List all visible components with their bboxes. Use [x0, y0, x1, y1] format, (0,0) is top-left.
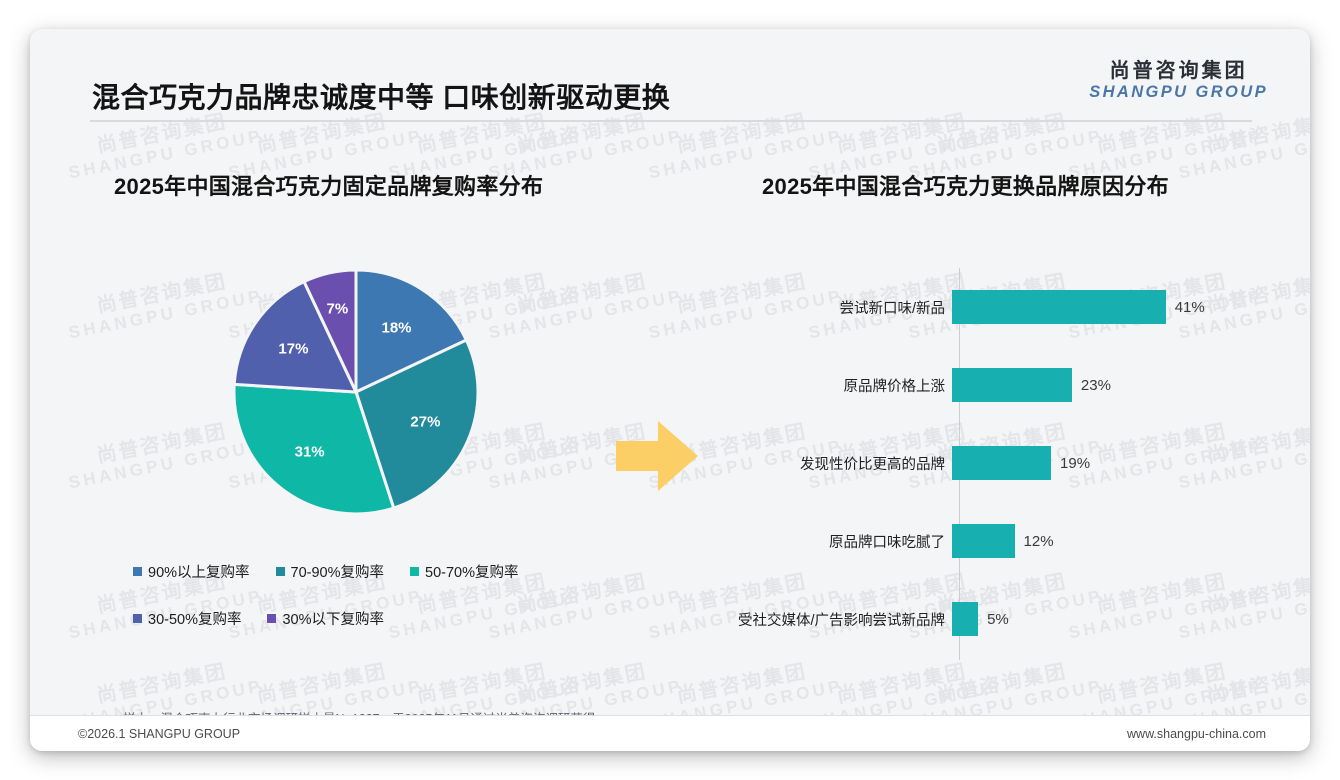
bar-chart-row: 原品牌口味吃腻了 12% — [730, 524, 1275, 558]
bar-fill[interactable] — [952, 602, 979, 636]
pie-slice-label: 27% — [410, 413, 441, 431]
footer-copyright: ©2026.1 SHANGPU GROUP — [78, 727, 241, 741]
pie-slice — [232, 382, 396, 516]
legend-swatch-icon — [410, 567, 420, 576]
pie-legend-item[interactable]: 90%以上复购率 — [133, 561, 250, 582]
bar-category-label: 原品牌口味吃腻了 — [829, 534, 945, 551]
bar-track: 12% — [952, 524, 1275, 558]
pie-legend-item[interactable]: 50-70%复购率 — [410, 561, 519, 582]
slide-card: 尚普咨询集团 SHANGPU GROUP 尚普咨询集团 SHANGPU GROUP 尚普… — [30, 29, 1310, 751]
pie-chart: 18% 27% 31% 17% 7% — [231, 267, 481, 517]
bar-chart-row: 发现性价比更高的品牌 19% — [730, 446, 1275, 480]
pie-slice-label: 7% — [326, 300, 349, 318]
bar-value-label: 5% — [987, 610, 1009, 628]
pie-legend-row: 30-50%复购率 30%以下复购率 — [133, 608, 603, 629]
pie-slice-label: 17% — [278, 340, 309, 358]
pie-slice-label: 31% — [294, 443, 325, 461]
pie-legend-item[interactable]: 30%以下复购率 — [267, 608, 384, 629]
pie-legend-label: 70-90%复购率 — [290, 565, 385, 581]
pie-chart-title: 2025年中国混合巧克力固定品牌复购率分布 — [114, 174, 544, 199]
pie-legend: 90%以上复购率 70-90%复购率 50-70%复购率 30-50%复购率 30%以下… — [133, 561, 603, 629]
slide-footer: ©2026.1 SHANGPU GROUP www.shangpu-china.… — [30, 715, 1310, 751]
bar-fill[interactable] — [952, 368, 1072, 402]
bar-track: 5% — [952, 602, 1275, 636]
pie-chart-svg — [232, 268, 480, 516]
pie-slice — [354, 268, 469, 395]
pie-legend-label: 30-50%复购率 — [148, 612, 242, 628]
pie-slice-label: 18% — [381, 319, 412, 337]
bar-value-label: 23% — [1080, 376, 1111, 394]
bar-fill[interactable] — [952, 446, 1052, 480]
bar-track: 41% — [952, 290, 1275, 324]
pie-legend-label: 50-70%复购率 — [425, 565, 519, 581]
pie-slice — [354, 338, 480, 510]
pie-slice — [232, 279, 359, 394]
header-divider — [90, 120, 1252, 122]
bar-chart-row: 原品牌价格上涨 23% — [730, 368, 1275, 402]
bar-chart-row: 受社交媒体/广告影响尝试新品牌 5% — [730, 602, 1275, 636]
pie-legend-label: 30%以下复购率 — [282, 612, 385, 628]
bar-category-label: 受社交媒体/广告影响尝试新品牌 — [737, 612, 945, 629]
slide-header: 混合巧克力品牌忠诚度中等 口味创新驱动更换 尚普咨询集团 SHANGPU GRO… — [30, 29, 1310, 122]
bar-track: 23% — [952, 368, 1275, 402]
pie-legend-row: 90%以上复购率 70-90%复购率 50-70%复购率 — [133, 561, 603, 582]
pie-legend-item[interactable]: 70-90%复购率 — [275, 561, 385, 582]
bar-category-label: 发现性价比更高的品牌 — [800, 456, 945, 473]
logo-chinese-text: 尚普咨询集团 — [1109, 60, 1248, 82]
pie-legend-item[interactable]: 30-50%复购率 — [133, 608, 241, 629]
pie-legend-label: 90%以上复购率 — [148, 565, 250, 581]
bar-chart-title: 2025年中国混合巧克力更换品牌原因分布 — [762, 174, 1169, 199]
brand-logo: 尚普咨询集团 SHANGPU GROUP — [1089, 61, 1268, 101]
bar-category-label: 尝试新口味/新品 — [839, 300, 945, 317]
bar-value-label: 41% — [1174, 298, 1205, 316]
pie-slice — [302, 268, 358, 393]
bar-chart-row: 尝试新口味/新品 41% — [730, 290, 1275, 324]
bar-category-label: 原品牌价格上涨 — [843, 378, 946, 395]
bar-track: 19% — [952, 446, 1275, 480]
logo-english-text: SHANGPU GROUP — [1089, 83, 1268, 101]
right-arrow-icon — [616, 421, 698, 491]
bar-value-label: 12% — [1023, 532, 1054, 550]
pie-chart-panel: 2025年中国混合巧克力固定品牌复购率分布 18% 27% 31% 17% 7% 90%… — [85, 169, 645, 679]
legend-swatch-icon — [133, 567, 142, 576]
bar-fill[interactable] — [952, 290, 1166, 324]
page-title: 混合巧克力品牌忠诚度中等 口味创新驱动更换 — [92, 82, 671, 113]
legend-swatch-icon — [267, 614, 277, 623]
bar-value-label: 19% — [1060, 454, 1091, 472]
footer-website: www.shangpu-china.com — [1127, 727, 1266, 741]
legend-swatch-icon — [275, 567, 285, 576]
bar-fill[interactable] — [952, 524, 1015, 558]
bar-chart-panel: 2025年中国混合巧克力更换品牌原因分布 尝试新口味/新品 41% 原品牌价格上涨 2… — [730, 169, 1275, 679]
bar-chart: 尝试新口味/新品 41% 原品牌价格上涨 23% 发现性价比更高的品牌 19% 原品牌口味吃… — [730, 264, 1275, 664]
legend-swatch-icon — [133, 614, 142, 623]
